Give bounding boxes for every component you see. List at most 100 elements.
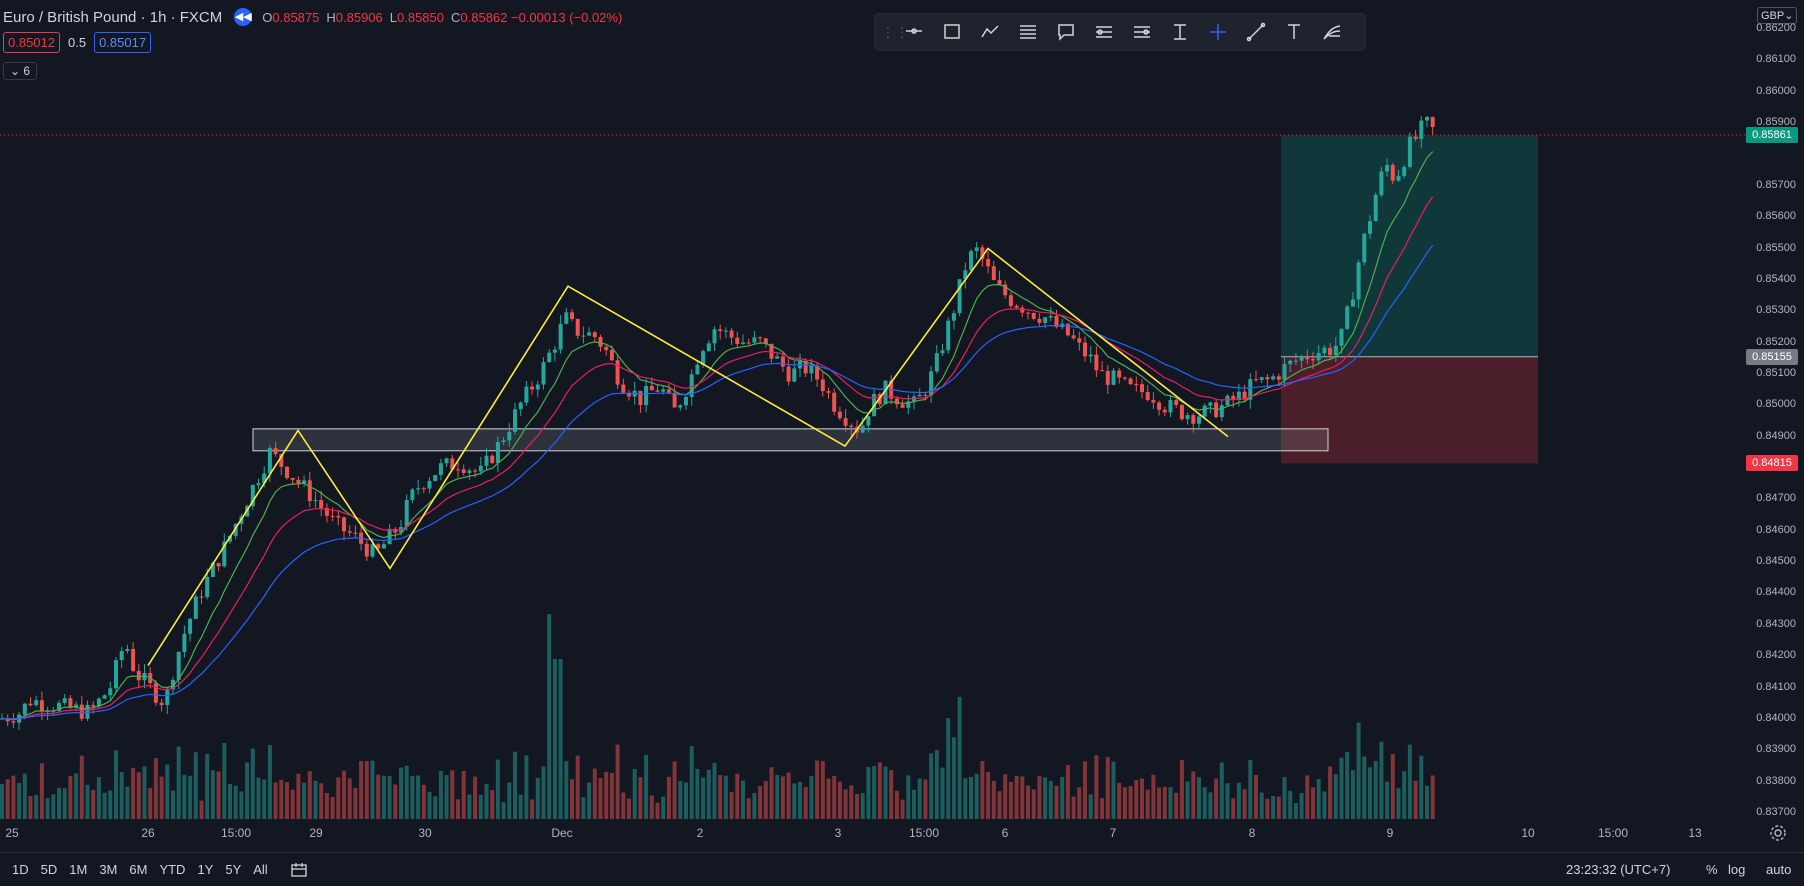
candle-body <box>1254 379 1258 381</box>
percent-scale-button[interactable]: % <box>1706 862 1718 877</box>
callout-tool[interactable] <box>1047 13 1085 51</box>
candle-body <box>1305 356 1310 360</box>
candle-body <box>256 483 261 486</box>
volume-bar <box>456 799 460 819</box>
candle-body <box>1316 353 1321 361</box>
candle-body <box>826 391 831 393</box>
symbol-title[interactable]: Euro / British Pound · 1h · FXCM <box>3 8 223 26</box>
volume-bar <box>786 772 791 819</box>
price-tick-label: 0.85000 <box>1756 398 1796 411</box>
calendar-icon[interactable] <box>290 862 308 878</box>
indicators-toggle[interactable]: ⌄ 6 <box>3 62 38 80</box>
volume-bar <box>564 761 569 819</box>
volume-bar <box>957 696 962 819</box>
range-button-5d[interactable]: 5D <box>40 862 58 877</box>
price-tick-label: 0.84000 <box>1756 711 1796 724</box>
currency-selector[interactable]: GBP⌄ <box>1757 7 1798 24</box>
candle-body <box>1413 136 1418 139</box>
date-range-tool[interactable] <box>1161 13 1199 51</box>
candle-body <box>883 380 888 405</box>
trend-line-tool[interactable] <box>1237 13 1275 51</box>
crosshair-tool[interactable] <box>1199 13 1237 51</box>
candle-body <box>1134 384 1139 386</box>
candle-body <box>712 329 717 344</box>
bid-price[interactable]: 0.85012 <box>3 32 60 53</box>
candle-body <box>1122 377 1127 379</box>
volume-bar <box>1065 765 1070 819</box>
candle-body <box>758 337 763 339</box>
ema-mid-line <box>1 196 1434 720</box>
range-button-5y[interactable]: 5Y <box>225 862 242 877</box>
ask-price[interactable]: 0.85017 <box>94 32 152 53</box>
gear-icon[interactable] <box>1768 823 1788 843</box>
volume-bar <box>547 614 552 819</box>
volume-bar <box>1350 770 1355 819</box>
long-position-tool[interactable] <box>1085 13 1123 51</box>
rectangle-tool[interactable] <box>933 13 971 51</box>
replay-icon[interactable]: ◀◀ <box>234 8 253 26</box>
text-tool[interactable] <box>1275 13 1313 51</box>
path-tool[interactable] <box>971 13 1009 51</box>
candle-body <box>193 596 198 619</box>
range-button-all[interactable]: All <box>253 862 268 877</box>
time-axis[interactable]: 25 26 15:00 29 30 Dec 2 3 15:00 6 7 8 9 10 15:00 13 <box>0 820 1746 846</box>
horizontal-ray-tool[interactable] <box>895 13 933 51</box>
candle-body <box>940 350 945 354</box>
volume-bar <box>199 800 204 819</box>
price-tick-label: 0.85900 <box>1756 116 1796 129</box>
volume-bar <box>894 790 899 819</box>
price-tick-label: 0.83900 <box>1756 743 1796 756</box>
candle-body <box>1100 370 1105 372</box>
candle-body <box>1276 376 1281 380</box>
time-tick-label: 13 <box>1688 826 1702 840</box>
clock-display[interactable]: 23:23:32 (UTC+7) <box>1566 862 1671 877</box>
volume-bar <box>28 796 33 819</box>
volume-bar <box>940 767 945 819</box>
candle-body <box>188 618 193 634</box>
price-tag: 0.84815 <box>1746 455 1798 472</box>
candle-body <box>661 389 666 392</box>
auto-scale-button[interactable]: auto <box>1766 862 1792 877</box>
short-position-tool[interactable] <box>1123 13 1161 51</box>
pitchfork-tool[interactable] <box>1313 13 1351 51</box>
candle-body <box>1043 317 1048 323</box>
range-button-6m[interactable]: 6M <box>129 862 148 877</box>
volume-bar <box>758 786 763 819</box>
price-tick-label: 0.84500 <box>1756 555 1796 568</box>
volume-bar <box>85 784 90 819</box>
range-button-1d[interactable]: 1D <box>12 862 29 877</box>
time-tick-label: 6 <box>1001 826 1009 840</box>
candle-body <box>666 389 671 393</box>
ohlc-key: L <box>389 9 397 25</box>
fib-tool[interactable] <box>1009 13 1047 51</box>
candle-body <box>1328 347 1333 355</box>
candle-body <box>803 361 808 374</box>
volume-bar <box>438 770 443 819</box>
range-button-3m[interactable]: 3M <box>99 862 118 877</box>
volume-bar <box>974 773 979 819</box>
candle-body <box>1379 171 1384 196</box>
volume-bar <box>769 767 774 819</box>
range-button-1m[interactable]: 1M <box>69 862 88 877</box>
volume-bar <box>1105 757 1110 819</box>
candle-body <box>1362 233 1367 263</box>
price-tick-label: 0.85300 <box>1756 304 1796 317</box>
volume-bar <box>296 773 301 819</box>
drag-handle-icon[interactable]: ⋮⋮ <box>881 23 909 40</box>
candle-body <box>963 270 968 280</box>
range-button-1y[interactable]: 1Y <box>197 862 214 877</box>
log-scale-button[interactable]: log <box>1728 862 1746 877</box>
volume-bar <box>684 782 688 819</box>
candle-body <box>615 360 620 385</box>
volume-bar <box>68 776 73 819</box>
volume-bar <box>661 796 666 819</box>
volume-bar <box>1430 775 1435 819</box>
volume-bar <box>535 777 540 819</box>
volume-bar <box>239 791 244 819</box>
volume-bar <box>1305 775 1310 819</box>
volume-bar <box>216 771 221 819</box>
candle-body <box>1083 342 1087 357</box>
candle-body <box>558 323 563 350</box>
range-button-ytd[interactable]: YTD <box>159 862 186 877</box>
